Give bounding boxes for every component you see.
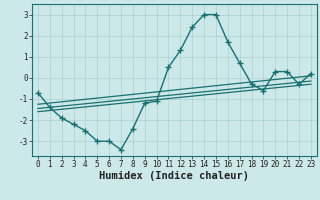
X-axis label: Humidex (Indice chaleur): Humidex (Indice chaleur) — [100, 171, 249, 181]
